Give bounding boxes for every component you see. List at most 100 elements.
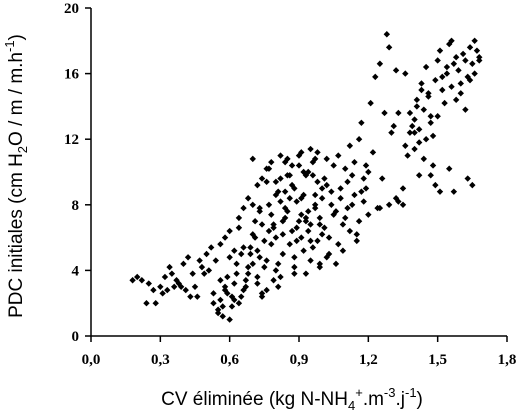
data-point — [302, 218, 310, 225]
data-point — [244, 263, 252, 271]
data-point — [302, 214, 310, 222]
data-point — [418, 86, 425, 94]
data-point — [439, 86, 446, 94]
data-point — [281, 158, 289, 166]
data-point — [226, 316, 233, 323]
data-point — [219, 303, 226, 310]
data-point — [175, 280, 183, 287]
data-point — [291, 270, 298, 277]
data-point — [256, 208, 263, 215]
data-point — [309, 172, 317, 179]
data-point — [231, 296, 238, 304]
data-point — [300, 191, 307, 199]
data-point — [450, 188, 458, 195]
data-point — [339, 247, 347, 254]
data-point — [476, 54, 483, 61]
data-point — [191, 283, 199, 290]
data-point — [381, 109, 388, 117]
data-point — [432, 76, 439, 84]
data-point — [247, 250, 254, 258]
data-point — [221, 283, 229, 290]
data-point — [392, 67, 400, 74]
data-point — [249, 260, 256, 268]
data-point — [314, 178, 321, 186]
data-point — [298, 234, 305, 241]
data-point — [411, 116, 418, 123]
data-point — [305, 227, 312, 235]
data-point — [342, 165, 349, 172]
data-point — [335, 152, 342, 159]
data-point — [425, 93, 432, 100]
data-point — [277, 152, 284, 159]
data-point — [214, 309, 222, 317]
data-point — [311, 191, 319, 199]
data-point — [413, 96, 421, 104]
data-point — [286, 172, 293, 179]
data-point — [372, 73, 379, 81]
data-point — [362, 185, 370, 192]
data-point — [228, 303, 236, 310]
data-point — [268, 240, 275, 248]
data-point — [286, 240, 293, 248]
data-point — [291, 185, 298, 192]
data-point — [129, 277, 136, 284]
data-point — [427, 113, 434, 120]
data-point — [411, 129, 418, 136]
data-point — [464, 175, 471, 182]
data-point — [316, 260, 323, 268]
data-point — [263, 178, 270, 186]
data-point — [288, 227, 296, 235]
data-point — [263, 257, 270, 264]
data-point — [436, 188, 444, 195]
data-point — [339, 221, 347, 228]
data-point — [263, 286, 270, 294]
data-point — [231, 280, 238, 287]
data-point — [171, 283, 178, 290]
data-point — [157, 283, 164, 290]
data-point — [436, 47, 444, 54]
data-point — [360, 198, 367, 205]
data-point — [406, 129, 414, 136]
axes — [90, 8, 507, 337]
data-point — [300, 168, 307, 176]
x-tick-label: 1,2 — [359, 352, 378, 368]
data-point — [256, 254, 263, 261]
data-point — [189, 270, 196, 277]
data-point — [224, 290, 231, 297]
data-point — [311, 201, 319, 208]
data-point — [198, 263, 206, 271]
data-point — [291, 254, 298, 261]
data-point — [390, 122, 397, 130]
data-point — [346, 142, 354, 149]
data-point — [309, 244, 317, 251]
data-point — [217, 296, 224, 304]
data-point — [254, 273, 261, 281]
data-point — [385, 201, 393, 208]
data-point — [321, 224, 328, 231]
data-point — [323, 155, 330, 163]
x-tick-label: 1,5 — [428, 352, 447, 368]
data-point — [307, 145, 314, 153]
data-point — [261, 263, 268, 271]
data-point — [279, 250, 287, 258]
data-point — [379, 175, 386, 182]
data-point — [383, 31, 391, 38]
data-point — [284, 208, 291, 215]
data-point — [143, 300, 150, 307]
data-point — [353, 231, 360, 238]
data-point — [249, 155, 256, 163]
data-point — [258, 293, 266, 300]
data-point — [411, 145, 418, 153]
data-point — [443, 70, 451, 77]
data-point — [344, 178, 351, 186]
data-point — [351, 158, 358, 166]
data-point — [277, 273, 284, 281]
data-point — [173, 277, 180, 284]
data-point — [305, 208, 312, 215]
data-point — [240, 244, 247, 251]
data-point — [268, 158, 275, 166]
data-point — [462, 106, 469, 113]
data-point — [166, 263, 173, 271]
data-point — [432, 181, 439, 189]
data-point — [145, 280, 152, 287]
